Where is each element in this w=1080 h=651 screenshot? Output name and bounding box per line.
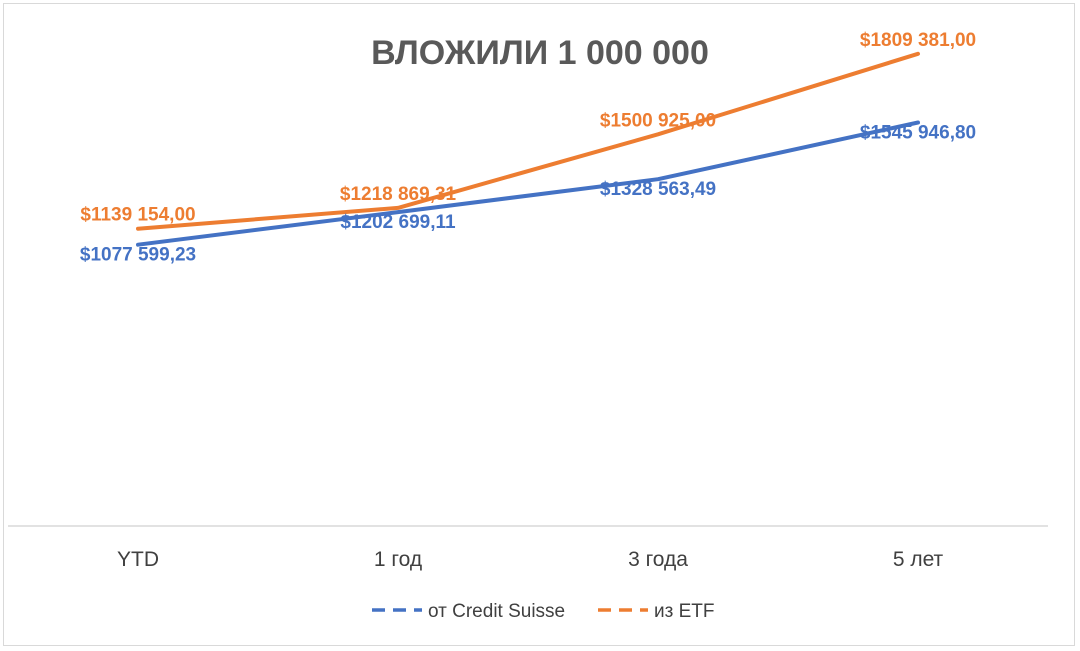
data-label: $1545 946,80 xyxy=(860,123,976,144)
x-tick-label: 3 года xyxy=(628,548,688,571)
x-axis-ticks: YTD 1 год 3 года 5 лет xyxy=(117,548,944,571)
data-label: $1077 599,23 xyxy=(80,245,196,266)
series-lines xyxy=(136,51,920,247)
data-label: $1809 381,00 xyxy=(860,30,976,51)
x-tick-label: 1 год xyxy=(374,548,422,571)
legend: от Credit Suisse из ETF xyxy=(372,601,715,622)
x-tick-label: YTD xyxy=(117,548,159,571)
chart-frame: ВЛОЖИЛИ 1 000 000 YTD 1 год 3 года 5 лет $1… xyxy=(3,3,1075,646)
legend-label-1: из ETF xyxy=(654,601,715,622)
legend-label-0: от Credit Suisse xyxy=(428,601,565,622)
data-label: $1500 925,00 xyxy=(600,110,716,131)
data-labels: $1077 599,23 $1202 699,11 $1328 563,49 $154… xyxy=(80,30,976,266)
data-label: $1139 154,00 xyxy=(80,205,195,226)
series-line-1 xyxy=(136,51,920,231)
series-line-0 xyxy=(136,120,920,247)
data-label: $1202 699,11 xyxy=(340,212,456,233)
data-label: $1328 563,49 xyxy=(600,179,716,200)
data-label: $1218 869,31 xyxy=(340,184,457,205)
chart-svg: ВЛОЖИЛИ 1 000 000 YTD 1 год 3 года 5 лет $1… xyxy=(8,30,1048,622)
x-tick-label: 5 лет xyxy=(893,548,944,571)
chart-title: ВЛОЖИЛИ 1 000 000 xyxy=(371,34,709,72)
